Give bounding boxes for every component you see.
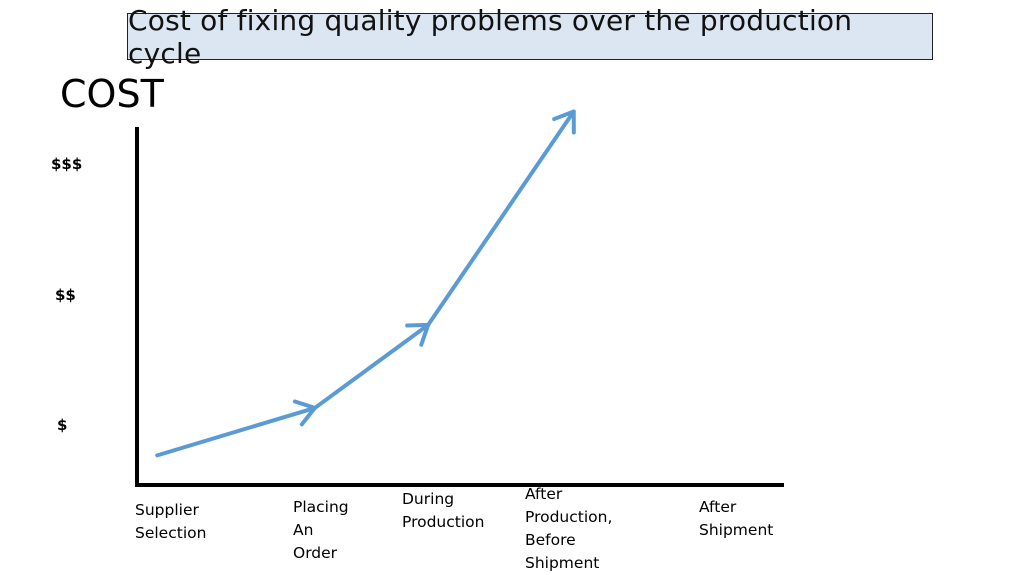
y-tick-label-2: $$: [55, 286, 76, 304]
x-tick-label-after-shipment: After Shipment: [699, 498, 774, 539]
cost-line-segment-2: [312, 322, 431, 410]
x-tick-label-after-production-before-shipment: After Production, Before Shipment: [525, 485, 613, 572]
cost-line-segment-1: [155, 405, 317, 458]
x-tick-label-during-production: During Production: [402, 490, 485, 531]
x-tick-label-supplier-selection: Supplier Selection: [135, 501, 207, 542]
x-tick-label-placing-an-order: Placing An Order: [293, 498, 349, 562]
cost-line-segment-3: [426, 109, 576, 327]
y-tick-label-3: $$$: [51, 155, 83, 173]
arrowhead-3: [552, 109, 576, 135]
y-tick-label-1: $: [57, 416, 68, 434]
y-axis-label: COST: [60, 72, 164, 116]
